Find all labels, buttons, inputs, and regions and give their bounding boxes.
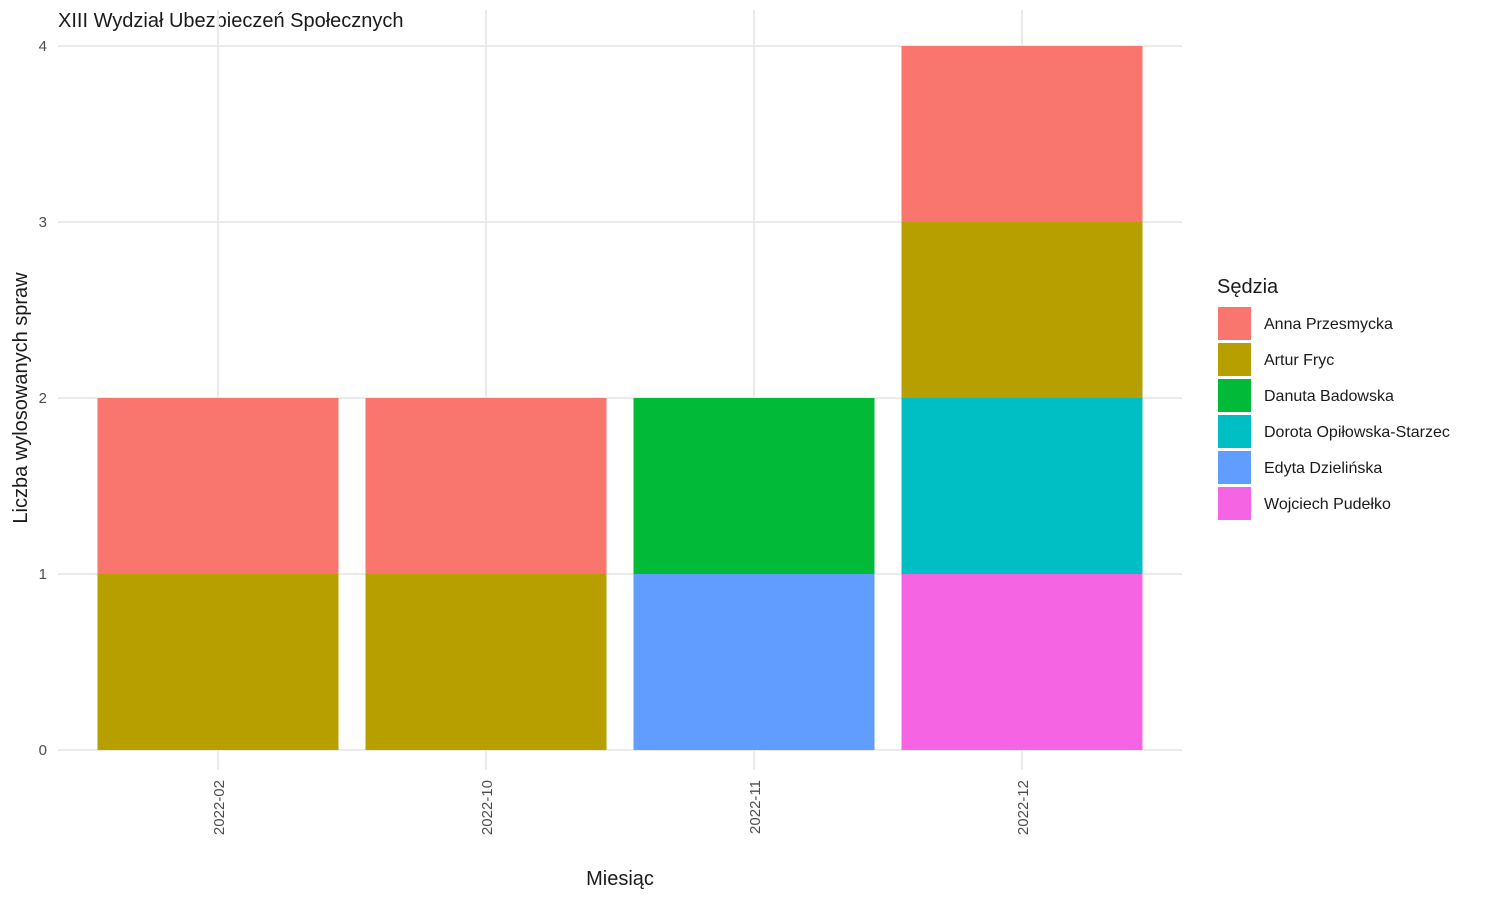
x-tick-label: 2022-12: [1015, 780, 1032, 835]
y-tick-label: 4: [39, 38, 47, 55]
bar-2022-12-artur-fryc: [901, 222, 1143, 398]
legend-key: [1218, 415, 1251, 448]
bar-2022-12-dorota-opi-owska-starzec: [901, 398, 1143, 574]
y-tick-label: 2: [39, 390, 47, 407]
bar-2022-10-anna-przesmycka: [365, 398, 607, 574]
legend: Sędzia Anna Przesmycka Artur Fryc Danuta B…: [1217, 276, 1450, 520]
bar-2022-11-edyta-dzielin-ska: [633, 574, 875, 750]
legend-key: [1218, 379, 1251, 412]
legend-key: [1218, 487, 1251, 520]
legend-key: [1218, 343, 1251, 376]
legend-title: Sędzia: [1217, 276, 1279, 298]
bar-2022-12-wojciech-pude-ko: [901, 574, 1143, 750]
legend-items: Anna Przesmycka Artur Fryc Danuta Badowska…: [1218, 307, 1450, 520]
bar-2022-02-artur-fryc: [97, 574, 339, 750]
legend-label: Wojciech Pudełko: [1264, 496, 1391, 513]
legend-label: Anna Przesmycka: [1264, 316, 1393, 333]
legend-label: Artur Fryc: [1264, 352, 1334, 369]
legend-key: [1218, 451, 1251, 484]
bar-2022-10-artur-fryc: [365, 574, 607, 750]
x-tick-labels: 2022-02 2022-10 2022-11 2022-12: [211, 780, 1032, 835]
x-tick-label: 2022-10: [479, 780, 496, 835]
y-tick-labels: 0 1 2 3 4: [39, 38, 47, 759]
chart-title: XIII Wydział Ubezpieczeń Społecznych: [58, 10, 404, 32]
legend-key: [1218, 307, 1251, 340]
y-axis-title: Liczba wylosowanych spraw: [10, 272, 32, 524]
y-tick-label: 3: [39, 214, 47, 231]
x-tick-label: 2022-02: [211, 780, 228, 835]
bars: [97, 46, 1143, 750]
legend-label: Edyta Dzielińska: [1264, 460, 1382, 477]
legend-label: Dorota Opiłowska-Starzec: [1264, 424, 1450, 441]
legend-label: Danuta Badowska: [1264, 388, 1394, 405]
x-axis-title: Miesiąc: [586, 868, 654, 890]
bar-2022-12-anna-przesmycka: [901, 46, 1143, 222]
y-tick-label: 0: [39, 742, 47, 759]
x-tick-label: 2022-11: [747, 780, 764, 834]
bar-2022-11-danuta-badowska: [633, 398, 875, 574]
bar-2022-02-anna-przesmycka: [97, 398, 339, 574]
y-tick-label: 1: [39, 566, 47, 583]
